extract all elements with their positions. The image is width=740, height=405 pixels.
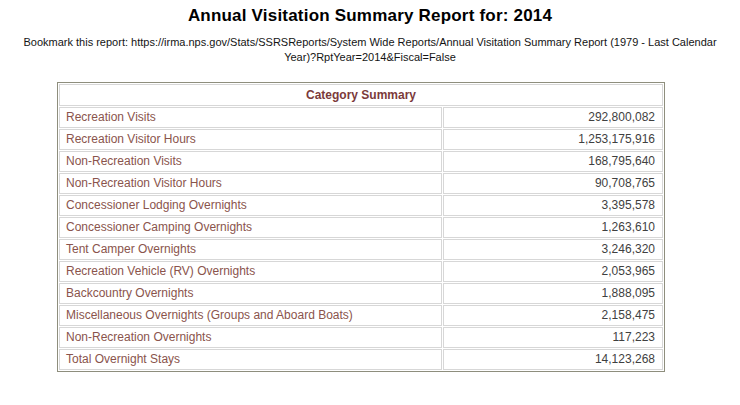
table-row: Total Overnight Stays14,123,268 [59, 349, 663, 370]
category-cell: Recreation Visitor Hours [59, 129, 442, 150]
table-row: Recreation Visitor Hours1,253,175,916 [59, 129, 663, 150]
value-cell: 3,246,320 [443, 239, 663, 260]
table-row: Recreation Visits292,800,082 [59, 107, 663, 128]
table-row: Non-Recreation Visits168,795,640 [59, 151, 663, 172]
table-header-row: Category Summary [59, 84, 663, 106]
category-cell: Non-Recreation Visitor Hours [59, 173, 442, 194]
table-row: Backcountry Overnights1,888,095 [59, 283, 663, 304]
value-cell: 2,158,475 [443, 305, 663, 326]
table-row: Miscellaneous Overnights (Groups and Abo… [59, 305, 663, 326]
category-cell: Tent Camper Overnights [59, 239, 442, 260]
category-cell: Backcountry Overnights [59, 283, 442, 304]
category-cell: Concessioner Lodging Overnights [59, 195, 442, 216]
value-cell: 1,263,610 [443, 217, 663, 238]
table-row: Concessioner Lodging Overnights3,395,578 [59, 195, 663, 216]
value-cell: 168,795,640 [443, 151, 663, 172]
table-header: Category Summary [59, 84, 663, 106]
category-cell: Total Overnight Stays [59, 349, 442, 370]
category-cell: Concessioner Camping Overnights [59, 217, 442, 238]
table-row: Recreation Vehicle (RV) Overnights2,053,… [59, 261, 663, 282]
value-cell: 1,253,175,916 [443, 129, 663, 150]
value-cell: 1,888,095 [443, 283, 663, 304]
category-cell: Non-Recreation Overnights [59, 327, 442, 348]
value-cell: 292,800,082 [443, 107, 663, 128]
category-cell: Non-Recreation Visits [59, 151, 442, 172]
table-row: Tent Camper Overnights3,246,320 [59, 239, 663, 260]
value-cell: 14,123,268 [443, 349, 663, 370]
category-cell: Recreation Vehicle (RV) Overnights [59, 261, 442, 282]
table-body: Recreation Visits292,800,082Recreation V… [59, 107, 663, 370]
report-title: Annual Visitation Summary Report for: 20… [0, 6, 740, 26]
table-row: Non-Recreation Overnights117,223 [59, 327, 663, 348]
value-cell: 90,708,765 [443, 173, 663, 194]
value-cell: 3,395,578 [443, 195, 663, 216]
value-cell: 2,053,965 [443, 261, 663, 282]
category-cell: Recreation Visits [59, 107, 442, 128]
table-row: Non-Recreation Visitor Hours90,708,765 [59, 173, 663, 194]
category-cell: Miscellaneous Overnights (Groups and Abo… [59, 305, 442, 326]
bookmark-text: Bookmark this report: https://irma.nps.g… [19, 35, 721, 65]
report-page: Annual Visitation Summary Report for: 20… [0, 6, 740, 405]
value-cell: 117,223 [443, 327, 663, 348]
table-row: Concessioner Camping Overnights1,263,610 [59, 217, 663, 238]
category-summary-table: Category Summary Recreation Visits292,80… [57, 82, 665, 372]
